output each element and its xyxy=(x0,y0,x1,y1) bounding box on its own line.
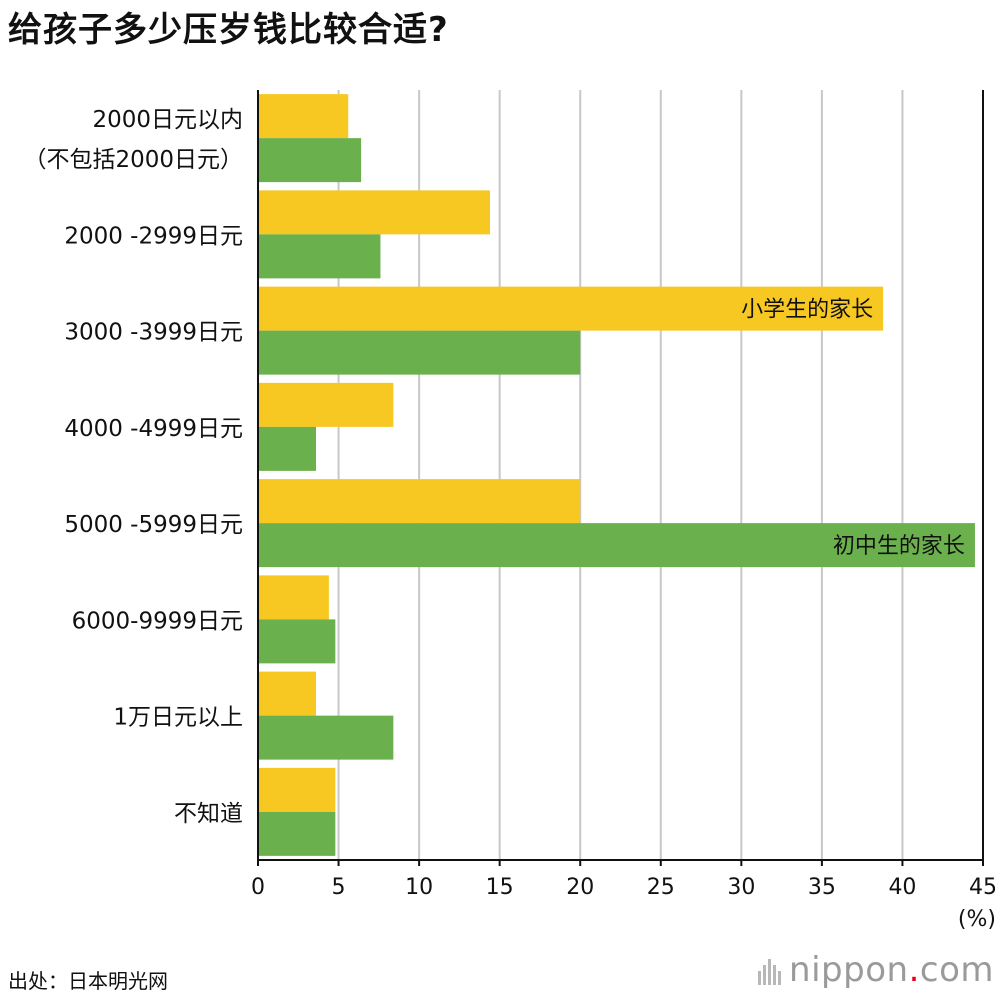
category-label: 2000 -2999日元 xyxy=(64,223,243,249)
x-tick-label: 5 xyxy=(332,875,346,900)
x-tick-label: 25 xyxy=(647,875,675,900)
x-tick-label: 10 xyxy=(405,875,433,900)
x-tick-label: 15 xyxy=(486,875,514,900)
logo-bars-icon xyxy=(758,955,782,985)
logo-text: nippon.com xyxy=(789,950,994,990)
bar-junior-high-1 xyxy=(258,234,381,279)
bar-junior-high-0 xyxy=(258,138,362,183)
chart-title: 给孩子多少压岁钱比较合适? xyxy=(8,10,449,50)
x-tick-label: 40 xyxy=(888,875,916,900)
nippon-logo: nippon.com xyxy=(758,950,994,990)
category-label: 不知道 xyxy=(174,801,243,827)
x-unit-label: (%) xyxy=(958,907,996,932)
source-note: 出处：日本明光网 xyxy=(8,969,168,993)
category-label: 4000 -4999日元 xyxy=(64,416,243,442)
x-tick-label: 20 xyxy=(566,875,594,900)
bar-elementary-6 xyxy=(258,671,316,716)
bar-elementary-4 xyxy=(258,479,581,524)
series-label: 初中生的家长 xyxy=(833,534,965,559)
category-label: 2000日元以内 xyxy=(92,107,243,133)
bar-junior-high-6 xyxy=(258,715,394,760)
category-label: 5000 -5999日元 xyxy=(64,512,243,538)
category-label: 1万日元以上 xyxy=(113,705,243,731)
bar-junior-high-5 xyxy=(258,619,336,664)
x-tick-label: 45 xyxy=(969,875,997,900)
bar-junior-high-2 xyxy=(258,330,581,375)
category-label: （不包括2000日元） xyxy=(23,147,243,173)
bar-elementary-0 xyxy=(258,94,349,139)
bar-elementary-2 xyxy=(258,286,884,331)
bar-elementary-1 xyxy=(258,190,490,235)
bar-elementary-5 xyxy=(258,575,329,620)
bar-junior-high-4 xyxy=(258,523,975,568)
bar-elementary-3 xyxy=(258,382,394,427)
bar-junior-high-7 xyxy=(258,811,336,856)
series-label: 小学生的家长 xyxy=(741,298,873,323)
category-label: 3000 -3999日元 xyxy=(64,320,243,346)
x-tick-label: 30 xyxy=(727,875,755,900)
bar-elementary-7 xyxy=(258,767,336,812)
category-label: 6000-9999日元 xyxy=(72,608,243,634)
x-tick-label: 0 xyxy=(251,875,265,900)
bar-junior-high-3 xyxy=(258,426,316,471)
x-tick-label: 35 xyxy=(808,875,836,900)
